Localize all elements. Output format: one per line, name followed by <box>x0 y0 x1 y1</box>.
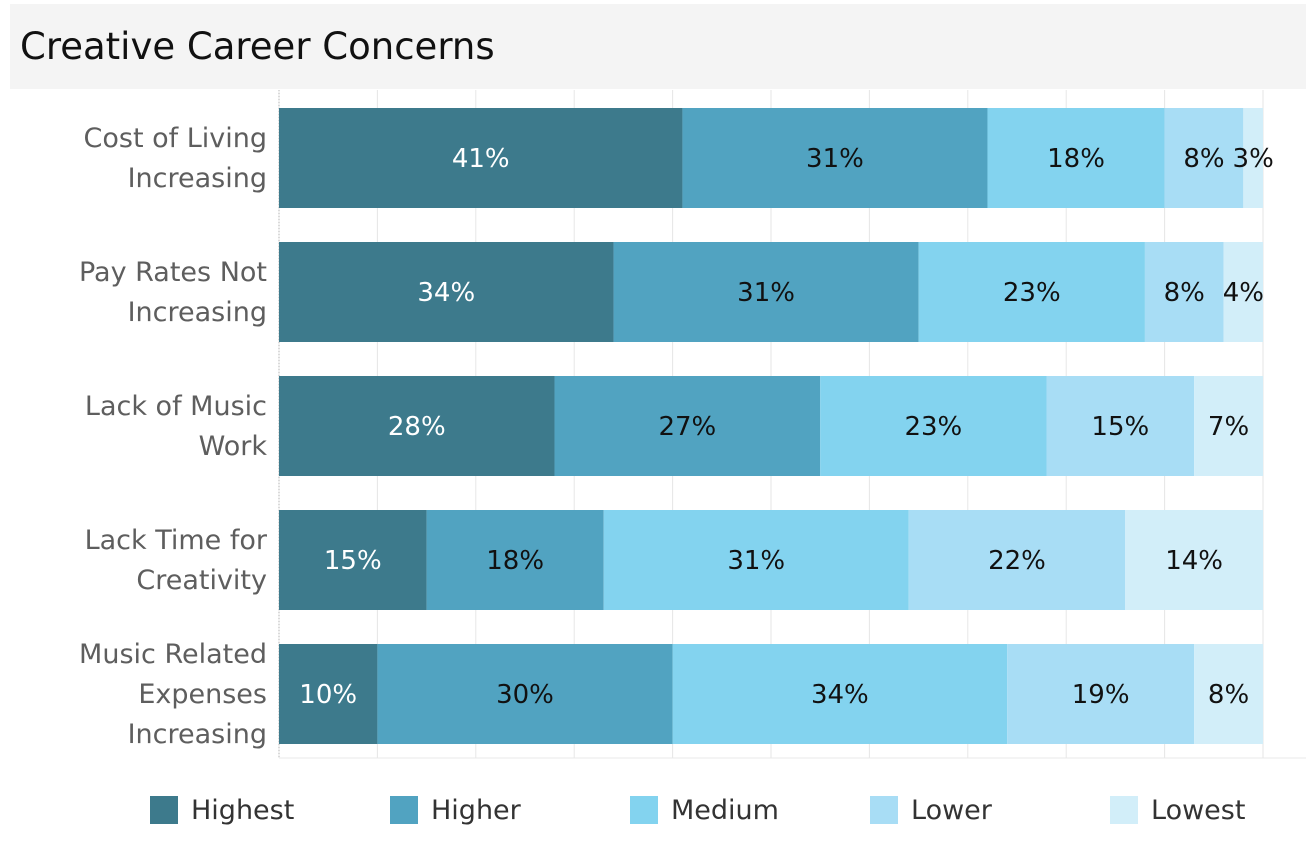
bar-segment <box>1125 510 1263 610</box>
data-label: 31% <box>727 546 785 576</box>
data-label: 19% <box>1072 680 1130 710</box>
category-label: Lack Time for <box>85 525 268 556</box>
data-label: 23% <box>1003 278 1061 308</box>
category-label: Increasing <box>128 719 267 750</box>
bar-segment <box>1223 242 1263 342</box>
bar-segment <box>820 376 1047 476</box>
bar-segment <box>1243 108 1263 208</box>
title-bar: Creative Career Concerns <box>10 4 1306 89</box>
bar-segment <box>908 510 1126 610</box>
legend-label: Highest <box>191 795 294 826</box>
chart-title: Creative Career Concerns <box>20 25 495 68</box>
legend-swatch <box>870 796 898 824</box>
bar-segment <box>279 242 614 342</box>
bar-segment <box>279 376 555 476</box>
bar-segment <box>1007 644 1195 744</box>
legend-label: Lower <box>911 795 993 826</box>
data-label: 34% <box>811 680 869 710</box>
bar-segment <box>672 644 1008 744</box>
data-label: 15% <box>324 546 382 576</box>
category-label: Work <box>199 431 268 462</box>
data-label: 10% <box>299 680 357 710</box>
bar-segment <box>377 644 673 744</box>
legend-swatch <box>390 796 418 824</box>
legend-label: Lowest <box>1151 795 1245 826</box>
data-label: 31% <box>806 144 864 174</box>
bar-segment <box>279 108 683 208</box>
data-label: 8% <box>1164 278 1205 308</box>
category-label: Increasing <box>128 297 267 328</box>
bar-segment <box>603 510 909 610</box>
data-label: 14% <box>1165 546 1223 576</box>
bar-segment <box>279 510 427 610</box>
data-label: 8% <box>1183 144 1224 174</box>
category-label: Expenses <box>138 679 267 710</box>
bar-segment <box>1194 376 1263 476</box>
category-label: Lack of Music <box>85 391 267 422</box>
bar-segment <box>279 644 378 744</box>
bar-segment <box>1164 108 1244 208</box>
data-label: 8% <box>1208 680 1249 710</box>
data-label: 3% <box>1233 144 1274 174</box>
category-label: Increasing <box>128 163 267 194</box>
data-label: 22% <box>988 546 1046 576</box>
legend-label: Higher <box>431 795 522 826</box>
bar-segment <box>918 242 1145 342</box>
data-label: 4% <box>1223 278 1264 308</box>
bar-segment <box>426 510 604 610</box>
bar-segment <box>1046 376 1195 476</box>
data-label: 34% <box>417 278 475 308</box>
data-label: 41% <box>452 144 510 174</box>
bar-segment <box>682 108 988 208</box>
data-label: 18% <box>486 546 544 576</box>
bar-segment <box>554 376 821 476</box>
category-label: Music Related <box>79 639 267 670</box>
bar-segment <box>1144 242 1224 342</box>
category-label: Cost of Living <box>84 123 268 154</box>
bar-segment <box>1194 644 1263 744</box>
legend-swatch <box>150 796 178 824</box>
data-label: 30% <box>496 680 554 710</box>
legend-label: Medium <box>671 795 779 826</box>
category-label: Pay Rates Not <box>79 257 267 288</box>
legend-swatch <box>630 796 658 824</box>
data-label: 23% <box>904 412 962 442</box>
category-label: Creativity <box>136 565 267 596</box>
data-label: 31% <box>737 278 795 308</box>
data-label: 27% <box>658 412 716 442</box>
bar-segment <box>613 242 919 342</box>
data-label: 15% <box>1091 412 1149 442</box>
bar-segment <box>987 108 1165 208</box>
data-label: 7% <box>1208 412 1249 442</box>
data-label: 28% <box>388 412 446 442</box>
legend-swatch <box>1110 796 1138 824</box>
data-label: 18% <box>1047 144 1105 174</box>
